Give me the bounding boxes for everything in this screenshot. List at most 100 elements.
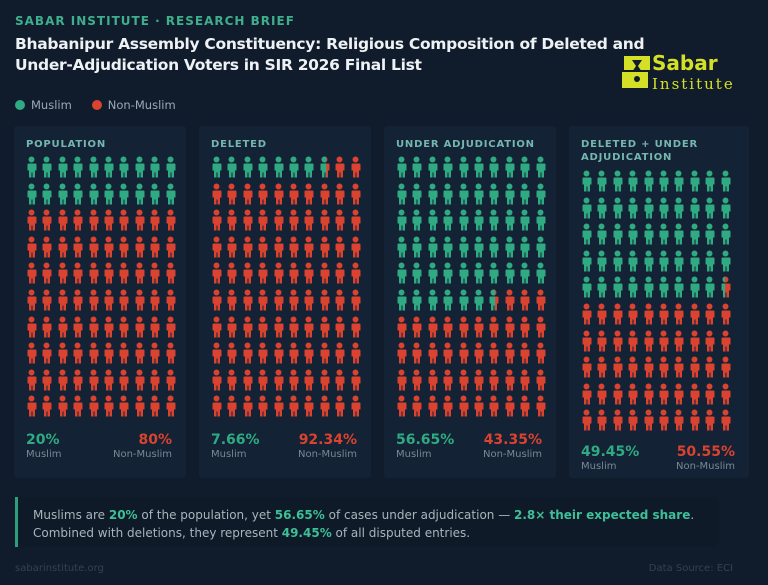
person-icon-non-muslim [289,289,299,311]
person-icon-muslim [597,250,607,272]
footer-website[interactable]: sabarinstitute.org [15,563,104,574]
person-icon-non-muslim [335,342,345,364]
person-icon-non-muslim [274,395,284,417]
person-icon-non-muslim [705,356,715,378]
non-muslim-stat-label: Non-Muslim [675,461,735,472]
person-icon-muslim [428,236,438,258]
person-icon-non-muslim [582,303,592,325]
person-icon-non-muslim [135,369,145,391]
person-icon-non-muslim [397,395,407,417]
person-icon-non-muslim [489,369,499,391]
person-icon-muslim [443,262,453,284]
person-icon-muslim [705,250,715,272]
person-icon-non-muslim [335,183,345,205]
person-icon-non-muslim [489,342,499,364]
person-icon-non-muslim [520,369,530,391]
person-icon-muslim [489,156,499,178]
person-icon-non-muslim [73,369,83,391]
person-icon-muslim [227,156,237,178]
person-icon-non-muslim [274,209,284,231]
person-icon-non-muslim [212,342,222,364]
person-icon-muslim [119,156,129,178]
person-icon-muslim [659,170,669,192]
person-icon-muslim [428,183,438,205]
person-icon-non-muslim [212,289,222,311]
person-icon-non-muslim [243,183,253,205]
person-icon-non-muslim [212,262,222,284]
person-icon-non-muslim [443,395,453,417]
person-icon-non-muslim [443,316,453,338]
person-icon-non-muslim [73,209,83,231]
person-icon-non-muslim [58,316,68,338]
non-muslim-stat: 43.35% Non-Muslim [483,432,542,461]
person-icon-muslim [613,197,623,219]
person-icon-muslim [474,209,484,231]
person-icon-grid [211,156,365,422]
person-icon-muslim [628,170,638,192]
person-icon-muslim [536,236,546,258]
pictogram-panel-deleted-under-adjudication: DELETED + UNDER ADJUDICATION 49.45% Muslim… [569,126,749,478]
person-icon-muslim [150,183,160,205]
person-icon-non-muslim [320,289,330,311]
person-icon-non-muslim [597,409,607,431]
person-icon-muslim [705,223,715,245]
person-icon-non-muslim [628,303,638,325]
person-icon-non-muslim [89,342,99,364]
callout-text: . Combined with deletions, they represen… [33,508,695,540]
person-icon-non-muslim [104,395,114,417]
person-icon-non-muslim [212,395,222,417]
person-icon-muslim [459,262,469,284]
person-icon-muslim [644,223,654,245]
person-icon-non-muslim [674,383,684,405]
person-icon-muslim [42,156,52,178]
person-icon-non-muslim [27,236,37,258]
callout-highlight: 20% [108,508,138,522]
person-icon-non-muslim [304,342,314,364]
legend-swatch-muslim [15,100,25,110]
person-icon-non-muslim [690,330,700,352]
person-icon-non-muslim [505,316,515,338]
person-icon-muslim [628,197,638,219]
person-icon-muslim [397,236,407,258]
person-icon-non-muslim [351,395,361,417]
person-icon-grid [396,156,550,422]
person-icon-non-muslim [335,369,345,391]
person-icon-muslim [42,183,52,205]
person-icon-muslim [674,223,684,245]
person-icon-non-muslim [289,342,299,364]
person-icon-muslim [443,236,453,258]
person-icon-non-muslim [73,289,83,311]
person-icon-non-muslim [721,330,731,352]
person-icon-non-muslim [644,409,654,431]
person-icon-muslim [674,197,684,219]
person-icon-muslim [289,156,299,178]
person-icon-muslim [582,250,592,272]
person-icon-non-muslim [73,395,83,417]
person-icon-non-muslim [520,316,530,338]
non-muslim-stat: 92.34% Non-Muslim [298,432,357,461]
person-icon-non-muslim [42,289,52,311]
person-icon-non-muslim [27,395,37,417]
person-icon-non-muslim [258,209,268,231]
muslim-stat: 20% Muslim [26,432,61,461]
person-icon-muslim [582,197,592,219]
person-icon-muslim [520,236,530,258]
muslim-stat: 56.65% Muslim [396,432,454,461]
person-icon-non-muslim [690,303,700,325]
person-icon-non-muslim [304,236,314,258]
person-icon-non-muslim [335,316,345,338]
person-icon-non-muslim [644,330,654,352]
person-icon-non-muslim [42,209,52,231]
person-icon-non-muslim [166,289,176,311]
person-icon-non-muslim [42,316,52,338]
person-icon-non-muslim [227,209,237,231]
person-icon-non-muslim [166,262,176,284]
person-icon-muslim [644,197,654,219]
person-icon-non-muslim [135,209,145,231]
person-icon-non-muslim [674,409,684,431]
muslim-stat: 49.45% Muslim [581,444,639,473]
person-icon-muslim [721,250,731,272]
person-icon-non-muslim [150,342,160,364]
person-icon-non-muslim [227,236,237,258]
person-icon-muslim [474,183,484,205]
